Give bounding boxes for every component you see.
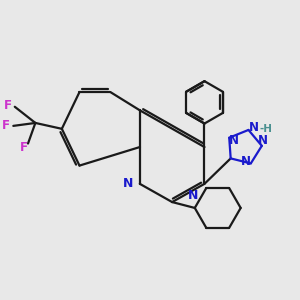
Text: N: N [229,134,238,147]
Text: F: F [2,119,10,132]
Text: N: N [188,189,199,202]
Text: N: N [257,134,267,147]
Text: F: F [4,99,12,112]
Text: F: F [20,141,27,154]
Text: N: N [241,154,250,168]
Text: N: N [123,177,133,190]
Text: N: N [249,121,259,134]
Text: -H: -H [260,124,273,134]
